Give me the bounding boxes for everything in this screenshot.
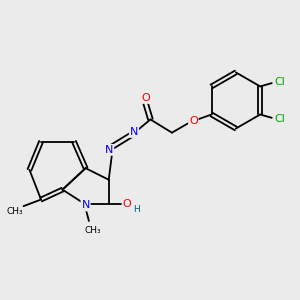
Text: O: O [141, 93, 150, 103]
Text: H: H [134, 205, 140, 214]
Text: CH₃: CH₃ [6, 207, 23, 216]
Text: CH₃: CH₃ [85, 226, 101, 235]
Text: Cl: Cl [274, 77, 285, 88]
Text: O: O [189, 116, 198, 126]
Text: Cl: Cl [274, 115, 285, 124]
Text: N: N [130, 127, 138, 137]
Text: O: O [123, 200, 132, 209]
Text: N: N [105, 145, 113, 155]
Text: N: N [81, 200, 90, 211]
